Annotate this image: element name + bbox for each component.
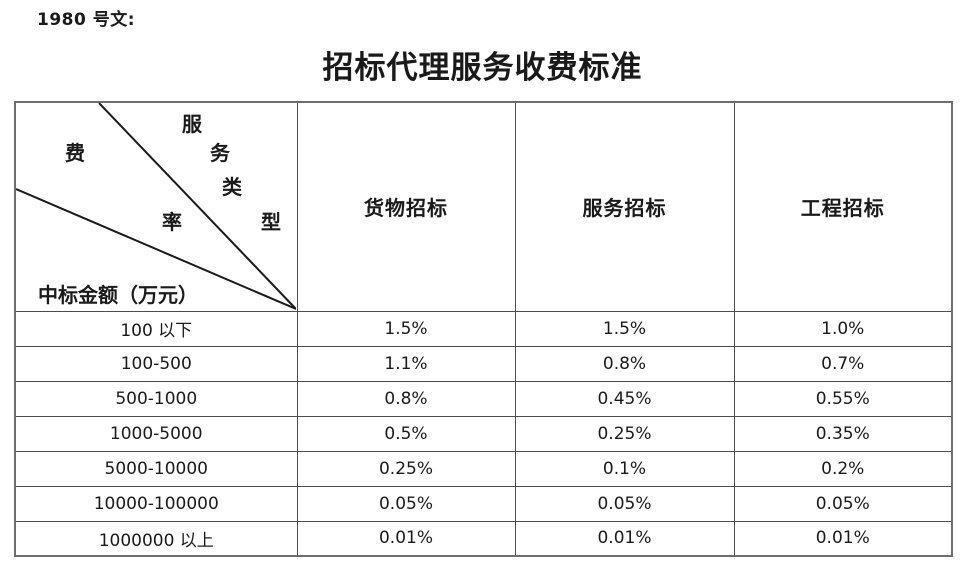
- corner-label-type-char-1: 服: [182, 114, 202, 137]
- rate-value: 0.8%: [296, 380, 516, 417]
- rate-value: 0.25%: [514, 415, 735, 452]
- table-row: 100-500 1.1% 0.8% 0.7%: [14, 345, 953, 382]
- row-label: 10000-100000: [14, 485, 298, 522]
- rate-value: 0.05%: [296, 485, 516, 522]
- rate-value: 0.5%: [296, 415, 516, 452]
- table-header-row: 服 务 类 型 费 率 中标金额（万元） 货物招标 服务招标 工程招标: [14, 101, 953, 312]
- table-row: 1000-5000 0.5% 0.25% 0.35%: [14, 415, 953, 452]
- corner-label-type-char-2: 务: [210, 143, 230, 166]
- rate-value: 0.01%: [296, 520, 516, 557]
- row-label: 1000000 以上: [14, 520, 298, 557]
- corner-label-amount-axis: 中标金额（万元）: [38, 285, 198, 308]
- rate-value: 0.05%: [514, 485, 735, 522]
- rate-value: 1.5%: [514, 310, 735, 347]
- corner-label-type-char-3: 类: [222, 177, 242, 200]
- document-reference: 1980 号文:: [37, 10, 136, 30]
- diagonal-corner-cell: 服 务 类 型 费 率 中标金额（万元）: [14, 101, 298, 312]
- column-header-goods: 货物招标: [296, 101, 516, 312]
- table-row: 100 以下 1.5% 1.5% 1.0%: [14, 310, 953, 347]
- rate-value: 0.35%: [733, 415, 953, 452]
- corner-label-rate-char-2: 率: [162, 212, 182, 235]
- rate-value: 0.2%: [733, 450, 953, 487]
- table-row: 5000-10000 0.25% 0.1% 0.2%: [14, 450, 953, 487]
- rate-value: 1.1%: [296, 345, 516, 382]
- row-label: 5000-10000: [14, 450, 298, 487]
- table-row: 500-1000 0.8% 0.45% 0.55%: [14, 380, 953, 417]
- row-label: 100 以下: [14, 310, 298, 347]
- corner-label-rate-char-1: 费: [65, 143, 85, 166]
- rate-value: 0.01%: [514, 520, 735, 557]
- corner-label-type-char-4: 型: [261, 212, 281, 235]
- row-label: 1000-5000: [14, 415, 298, 452]
- rate-value: 0.1%: [514, 450, 735, 487]
- rate-value: 0.7%: [733, 345, 953, 382]
- rate-value: 0.45%: [514, 380, 735, 417]
- rate-value: 0.05%: [733, 485, 953, 522]
- fee-standard-table: 服 务 类 型 费 率 中标金额（万元） 货物招标 服务招标 工程招标 100 …: [14, 101, 953, 557]
- rate-value: 0.55%: [733, 380, 953, 417]
- column-header-works: 工程招标: [733, 101, 953, 312]
- rate-value: 0.01%: [733, 520, 953, 557]
- rate-value: 0.25%: [296, 450, 516, 487]
- rate-value: 0.8%: [514, 345, 735, 382]
- column-header-services: 服务招标: [514, 101, 735, 312]
- diagonal-divider-lines: [16, 103, 296, 310]
- page-title: 招标代理服务收费标准: [322, 50, 643, 85]
- rate-value: 1.5%: [296, 310, 516, 347]
- table-row: 1000000 以上 0.01% 0.01% 0.01%: [14, 520, 953, 557]
- row-label: 100-500: [14, 345, 298, 382]
- row-label: 500-1000: [14, 380, 298, 417]
- rate-value: 1.0%: [733, 310, 953, 347]
- table-row: 10000-100000 0.05% 0.05% 0.05%: [14, 485, 953, 522]
